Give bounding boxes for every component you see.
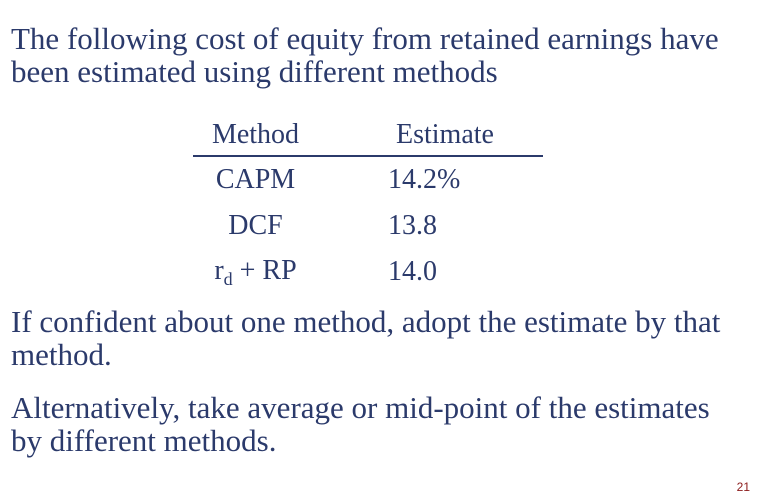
- column-header-method: Method: [193, 115, 318, 157]
- method-cell: CAPM: [215, 164, 296, 195]
- method-cell: rd + RP: [193, 249, 318, 295]
- page-number: 21: [736, 480, 750, 494]
- method-base: r: [214, 254, 224, 286]
- column-header-estimate: Estimate: [318, 115, 543, 157]
- table-header-row: Method Estimate: [193, 115, 543, 157]
- paragraph-confident-method: If confident about one method, adopt the…: [11, 304, 721, 372]
- estimates-table-container: Method Estimate CAPM 14.2% DCF 13.8 rd +…: [193, 115, 543, 295]
- estimate-cell: 14.0: [388, 256, 437, 287]
- estimate-cell: 14.2%: [388, 164, 461, 195]
- method-rest: + RP: [232, 254, 297, 286]
- table-row: CAPM 14.2%: [193, 156, 543, 203]
- table-row: rd + RP 14.0: [193, 249, 543, 295]
- table-row: DCF 13.8: [193, 203, 543, 249]
- paragraph-alternative: Alternatively, take average or mid-point…: [11, 390, 710, 458]
- estimates-table: Method Estimate CAPM 14.2% DCF 13.8 rd +…: [193, 115, 543, 295]
- slide-heading: The following cost of equity from retain…: [11, 21, 719, 89]
- estimate-cell: 13.8: [388, 210, 437, 241]
- method-cell: DCF: [228, 210, 283, 241]
- method-subscript: d: [223, 268, 233, 289]
